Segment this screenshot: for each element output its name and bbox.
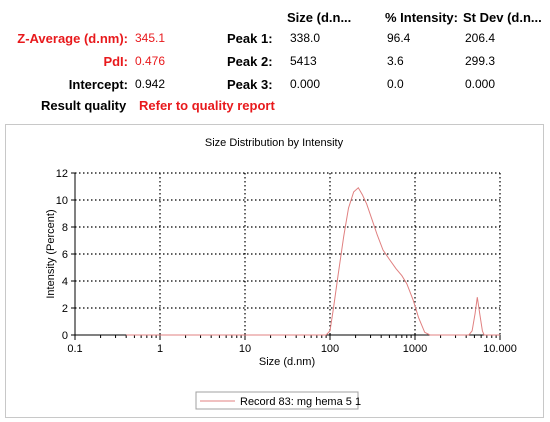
y-tick-label: 2 (62, 303, 68, 315)
y-tick-label: 6 (62, 249, 68, 261)
chart-legend: Record 83: mg hema 5 1 (195, 391, 361, 410)
z-average-label: Z-Average (d.nm): (17, 31, 128, 46)
result-quality-label: Result quality (41, 98, 127, 113)
x-tick-label: 1 (157, 343, 163, 355)
peak-2-intensity: 3.6 (387, 54, 404, 68)
legend-box (195, 391, 359, 410)
peak-2-size: 5413 (290, 54, 317, 68)
x-tick-label: 10 (239, 343, 251, 355)
chart-ticks: 0.1 1 10 100 1000 10.000 0 2 4 6 8 10 12 (56, 168, 517, 355)
z-average-value: 345.1 (135, 31, 166, 45)
peak-3-size: 0.000 (290, 77, 321, 91)
intercept-label: Intercept: (68, 77, 128, 92)
size-column-header: Size (d.n... (287, 10, 352, 25)
y-tick-label: 4 (62, 276, 68, 288)
x-tick-label: 100 (321, 343, 339, 355)
pdi-label: PdI: (103, 54, 128, 69)
x-tick-label: 10.000 (483, 343, 517, 355)
pdi-value: 0.476 (135, 54, 166, 68)
legend-series-label: Record 83: mg hema 5 1 (240, 396, 361, 408)
series-line (126, 187, 500, 336)
quality-report-link[interactable]: Refer to quality report (139, 98, 275, 113)
peak-3-intensity: 0.0 (387, 77, 404, 91)
peak-1-size: 338.0 (290, 31, 321, 45)
peak-3-stdev: 0.000 (465, 77, 496, 91)
chart-title: Size Distribution by Intensity (205, 137, 344, 149)
y-tick-label: 10 (56, 195, 68, 207)
y-tick-label: 0 (62, 330, 68, 342)
chart-series (126, 187, 500, 336)
size-distribution-chart-panel: Size Distribution by Intensity 0.1 1 10 100… (5, 124, 544, 418)
peak-1-label: Peak 1: (227, 31, 273, 46)
peak-3-label: Peak 3: (227, 77, 273, 92)
peak-2-label: Peak 2: (227, 54, 273, 69)
size-distribution-chart: Size Distribution by Intensity 0.1 1 10 100… (45, 137, 517, 410)
chart-grid (75, 172, 501, 335)
peak-1-stdev: 206.4 (465, 31, 496, 45)
y-axis-title: Intensity (Percent) (45, 209, 57, 298)
x-tick-label: 0.1 (67, 343, 82, 355)
intensity-column-header: % Intensity: (385, 10, 458, 25)
peak-1-intensity: 96.4 (387, 31, 411, 45)
x-axis-title: Size (d.nm) (259, 356, 315, 368)
y-tick-label: 12 (56, 168, 68, 180)
x-tick-label: 1000 (403, 343, 427, 355)
stdev-column-header: St Dev (d.n... (463, 10, 542, 25)
intercept-value: 0.942 (135, 77, 166, 91)
peak-2-stdev: 299.3 (465, 54, 496, 68)
y-tick-label: 8 (62, 222, 68, 234)
